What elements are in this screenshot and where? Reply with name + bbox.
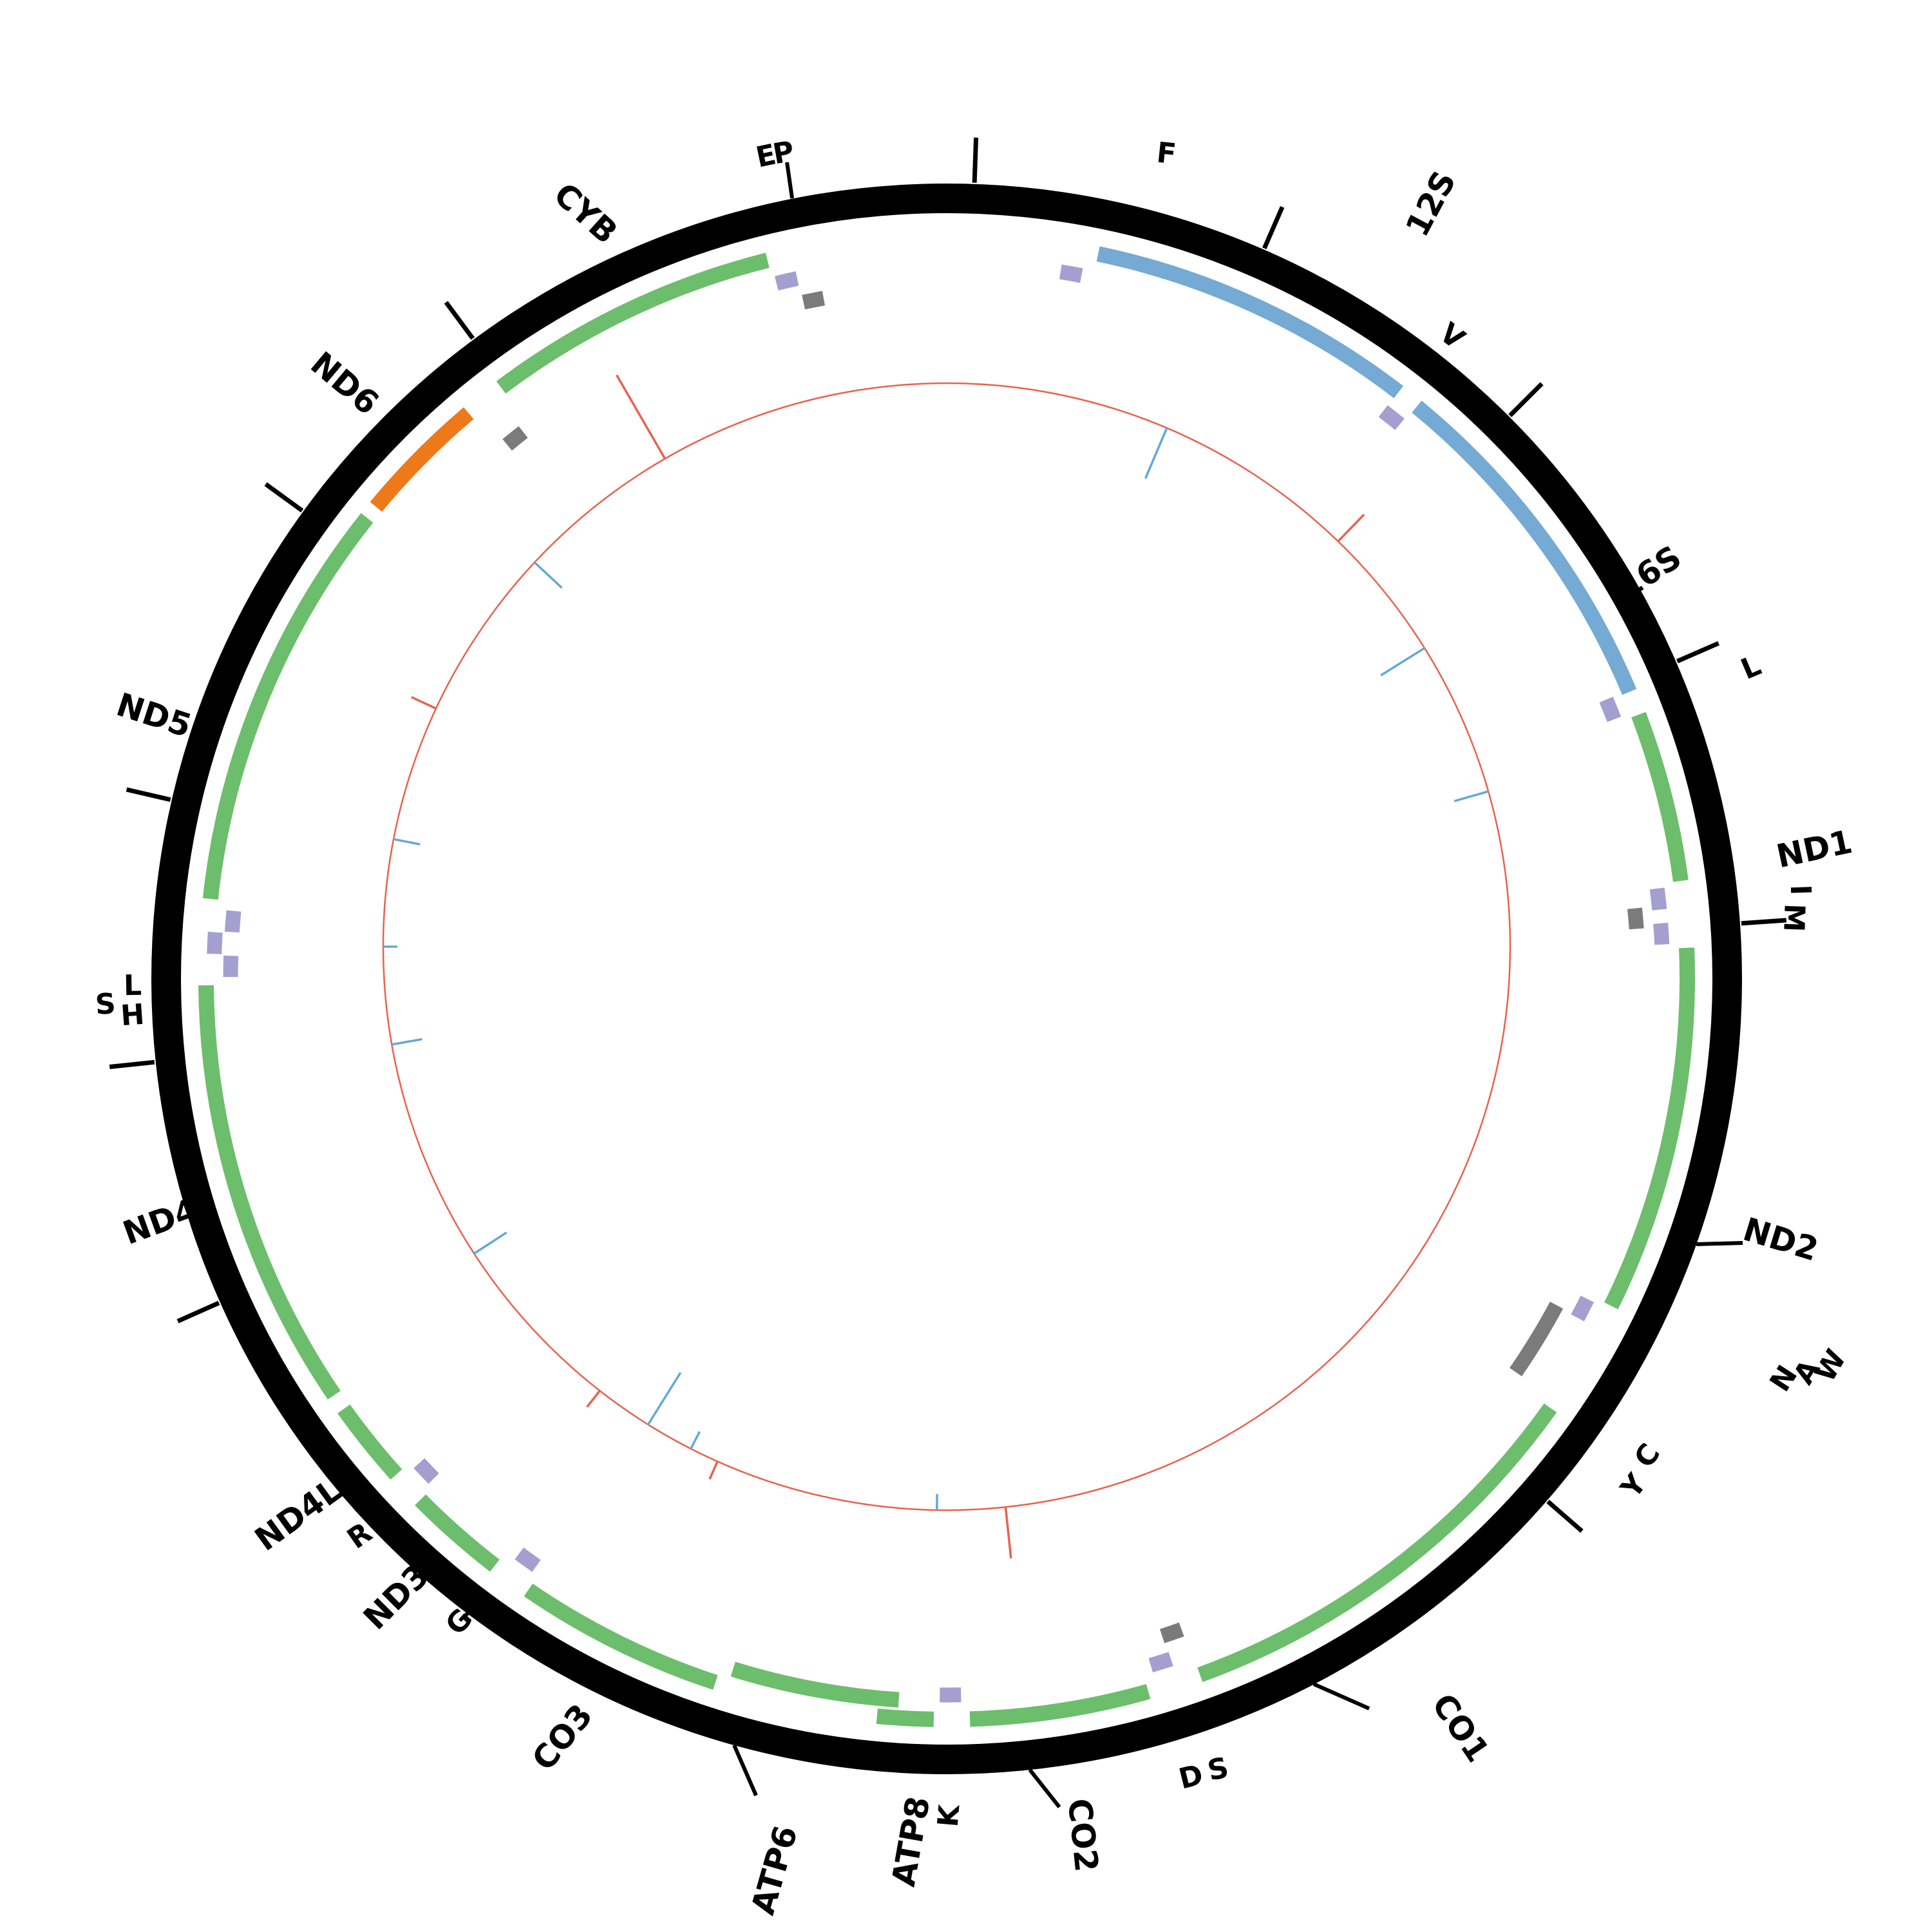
trna-dash-l2 bbox=[224, 910, 242, 933]
label-leader-nd2 bbox=[1696, 1241, 1743, 1246]
gc-skew-spike-inward bbox=[690, 1431, 701, 1450]
gene-arc-nd6 bbox=[370, 407, 474, 512]
gene-arc-nd4 bbox=[198, 985, 341, 1400]
gc-skew-spike-outward bbox=[708, 1461, 719, 1480]
scale-tick bbox=[1676, 641, 1719, 663]
feature-label-l-31: L bbox=[123, 969, 142, 1002]
label-leader-co2 bbox=[1028, 1768, 1061, 1808]
scale-tick bbox=[1741, 918, 1787, 926]
trna-dash-s2 bbox=[207, 931, 223, 954]
gc-skew-spike-inward bbox=[533, 561, 563, 589]
gc-skew-spike-outward bbox=[586, 1390, 601, 1408]
scale-tick bbox=[264, 482, 304, 513]
gc-skew-spike-inward bbox=[473, 1231, 507, 1255]
trna-dash-y bbox=[1510, 1350, 1533, 1377]
scale-tick bbox=[444, 301, 475, 340]
trna-dash-p bbox=[802, 290, 825, 310]
gene-arc-nd4l bbox=[337, 1404, 402, 1480]
gc-skew-spike-inward bbox=[1454, 790, 1489, 802]
feature-label-s-30: S bbox=[95, 987, 117, 1021]
gc-skew-spike-outward bbox=[1004, 1507, 1012, 1558]
trna-dash-f bbox=[1059, 264, 1083, 283]
gc-skew-spike-outward bbox=[1337, 513, 1365, 542]
trna-dash-r bbox=[413, 1458, 439, 1484]
gene-arc-nd2 bbox=[1604, 947, 1695, 1309]
trna-dash-l1 bbox=[1599, 696, 1622, 723]
gc-skew-spike-inward bbox=[391, 1037, 422, 1046]
trna-dash-unlabeled bbox=[502, 426, 528, 451]
gene-arc-co1 bbox=[1197, 1403, 1557, 1682]
trna-dash-m bbox=[1653, 922, 1670, 945]
scale-tick bbox=[176, 1300, 220, 1323]
label-leader-atp6 bbox=[732, 1744, 758, 1797]
trna-dash-n bbox=[1530, 1318, 1554, 1344]
scale-tick bbox=[1508, 382, 1544, 417]
label-leader-g bbox=[464, 1604, 478, 1618]
gene-arc-12s bbox=[1096, 246, 1404, 399]
scale-tick bbox=[109, 1059, 155, 1070]
trna-dash-g bbox=[515, 1547, 541, 1572]
feature-label-h-29: H bbox=[120, 998, 146, 1032]
gc-skew-spike-inward bbox=[1380, 647, 1425, 677]
trna-dash-q bbox=[1627, 907, 1644, 930]
trna-dash-a bbox=[1540, 1302, 1564, 1327]
label-leader-e-p bbox=[785, 162, 794, 199]
gene-arc-cyb bbox=[496, 252, 770, 394]
feature-label-i-8: I bbox=[1784, 884, 1817, 896]
scale-tick bbox=[126, 787, 171, 802]
feature-label-co2-19: CO2 bbox=[1061, 1797, 1106, 1873]
gc-skew-spike-outward bbox=[411, 696, 437, 710]
gene-arc-nd5 bbox=[202, 513, 374, 900]
genome-backbone-ring bbox=[151, 184, 1742, 1774]
gene-arc-nd3 bbox=[415, 1494, 500, 1572]
gene-arc-nd1 bbox=[1631, 712, 1689, 882]
trna-dash-c bbox=[1520, 1334, 1544, 1360]
gene-arc-co3 bbox=[524, 1583, 718, 1690]
gc-skew-spike-inward bbox=[1144, 427, 1168, 479]
gene-arc-co2 bbox=[969, 1684, 1151, 1727]
gc-skew-spike-inward bbox=[393, 838, 421, 846]
trna-dash-v bbox=[1378, 405, 1405, 430]
gene-arc-16s bbox=[1412, 401, 1637, 696]
scale-tick bbox=[972, 137, 979, 183]
feature-label-m-9: M bbox=[1777, 903, 1810, 933]
gc-skew-spike-inward bbox=[647, 1372, 682, 1425]
trna-dash-e bbox=[774, 271, 799, 291]
trna-dash-i bbox=[1649, 887, 1667, 911]
gc-skew-spike-outward bbox=[615, 374, 667, 460]
trna-dash-s1 bbox=[1159, 1622, 1184, 1643]
feature-label-f-2: F bbox=[1155, 137, 1178, 171]
feature-label-k-20: K bbox=[932, 1803, 967, 1828]
trna-dash-w bbox=[1571, 1295, 1594, 1321]
gene-arc-atp8 bbox=[876, 1708, 934, 1727]
scale-tick bbox=[1546, 1499, 1584, 1533]
gene-arc-atp6 bbox=[730, 1662, 900, 1708]
label-leader-co1 bbox=[1312, 1682, 1370, 1710]
scale-tick bbox=[1262, 206, 1285, 249]
trna-dash-d bbox=[1148, 1652, 1173, 1672]
